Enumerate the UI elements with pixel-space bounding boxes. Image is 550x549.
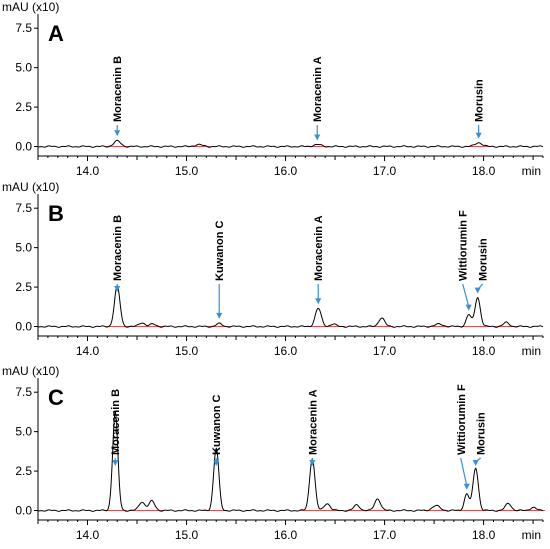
x-unit-label: min bbox=[522, 344, 541, 358]
x-tick-label: 14.0 bbox=[76, 528, 100, 542]
x-tick-label: 17.0 bbox=[373, 164, 397, 178]
y-tick-label: 7.5 bbox=[15, 21, 32, 35]
peak-label: Moracenin A bbox=[313, 215, 325, 281]
peak-arrowhead bbox=[472, 460, 479, 466]
y-tick-label: 7.5 bbox=[15, 201, 32, 215]
peak-arrow bbox=[460, 457, 468, 486]
peak-label: Kuwanon C bbox=[211, 394, 223, 455]
chromatogram-panel-c: mAU (x10) 0.0 2.5 5.0 7.5 14.0 15.0 16.0 17.0 18.… bbox=[2, 364, 545, 542]
y-tick-label: 5.0 bbox=[15, 425, 32, 439]
peak-arrowhead bbox=[314, 134, 321, 141]
y-tick-label: 2.5 bbox=[15, 464, 32, 478]
signal-trace bbox=[37, 410, 544, 512]
panel-letter: C bbox=[48, 385, 64, 410]
peak-label: Kuwanon C bbox=[214, 220, 226, 281]
x-tick-label: 18.0 bbox=[472, 528, 496, 542]
peak-arrowhead bbox=[114, 286, 121, 292]
panel-letter: A bbox=[48, 21, 64, 46]
peak-label: Morusin bbox=[476, 412, 488, 455]
peak-arrowhead bbox=[465, 304, 472, 311]
peak-label: Morusin bbox=[474, 79, 486, 122]
x-tick-label: 17.0 bbox=[373, 528, 397, 542]
peak-label: Wittiorumin F bbox=[458, 210, 470, 281]
signal-trace bbox=[37, 139, 544, 148]
peak-label: Moracenin B bbox=[112, 215, 124, 281]
x-tick-label: 14.0 bbox=[76, 164, 100, 178]
x-tick-label: 17.0 bbox=[373, 344, 397, 358]
x-unit-label: min bbox=[522, 528, 541, 542]
x-tick-label: 14.0 bbox=[76, 344, 100, 358]
peak-label: Moracenin A bbox=[312, 56, 324, 122]
x-tick-label: 16.0 bbox=[274, 528, 298, 542]
y-tick-label: 2.5 bbox=[15, 100, 32, 114]
y-unit-label: mAU (x10) bbox=[2, 0, 59, 14]
peak-arrow bbox=[462, 283, 470, 307]
y-tick-label: 5.0 bbox=[15, 61, 32, 75]
peak-arrowhead bbox=[475, 132, 482, 139]
y-tick-label: 5.0 bbox=[15, 241, 32, 255]
x-tick-label: 18.0 bbox=[472, 344, 496, 358]
x-tick-label: 15.0 bbox=[175, 344, 199, 358]
y-tick-label: 0.0 bbox=[15, 504, 32, 518]
peak-arrowhead bbox=[213, 460, 220, 466]
y-tick-label: 0.0 bbox=[15, 140, 32, 154]
peak-label: Morusin bbox=[478, 238, 490, 281]
peak-label: Moracenin A bbox=[307, 389, 319, 455]
x-tick-label: 15.0 bbox=[175, 164, 199, 178]
x-tick-label: 16.0 bbox=[274, 344, 298, 358]
x-tick-label: 18.0 bbox=[472, 164, 496, 178]
y-tick-label: 7.5 bbox=[15, 385, 32, 399]
peak-arrowhead bbox=[216, 312, 223, 319]
peak-arrowhead bbox=[474, 287, 481, 294]
peak-arrowhead bbox=[114, 130, 121, 137]
peak-label: Moracenin B bbox=[110, 389, 122, 455]
signal-trace bbox=[37, 284, 544, 328]
chromatogram-panel-b: mAU (x10) 0.0 2.5 5.0 7.5 14.0 15.0 16.0 17.0 18.… bbox=[2, 180, 544, 358]
peak-label: Moracenin B bbox=[112, 56, 124, 122]
y-unit-label: mAU (x10) bbox=[2, 180, 59, 194]
x-unit-label: min bbox=[522, 164, 541, 178]
peak-arrowhead bbox=[463, 483, 470, 490]
chromatogram-panel-a: mAU (x10) 0.0 2.5 5.0 7.5 14.0 15.0 16.0 17.0 18.… bbox=[2, 0, 544, 178]
peak-label: Wittiorumin F bbox=[456, 384, 468, 455]
x-tick-label: 15.0 bbox=[175, 528, 199, 542]
y-tick-label: 0.0 bbox=[15, 320, 32, 334]
peak-arrowhead bbox=[309, 460, 316, 466]
panel-letter: B bbox=[48, 201, 64, 226]
y-unit-label: mAU (x10) bbox=[2, 364, 59, 378]
x-tick-label: 16.0 bbox=[274, 164, 298, 178]
peak-arrowhead bbox=[315, 298, 322, 305]
peak-arrowhead bbox=[112, 460, 119, 466]
y-tick-label: 2.5 bbox=[15, 280, 32, 294]
